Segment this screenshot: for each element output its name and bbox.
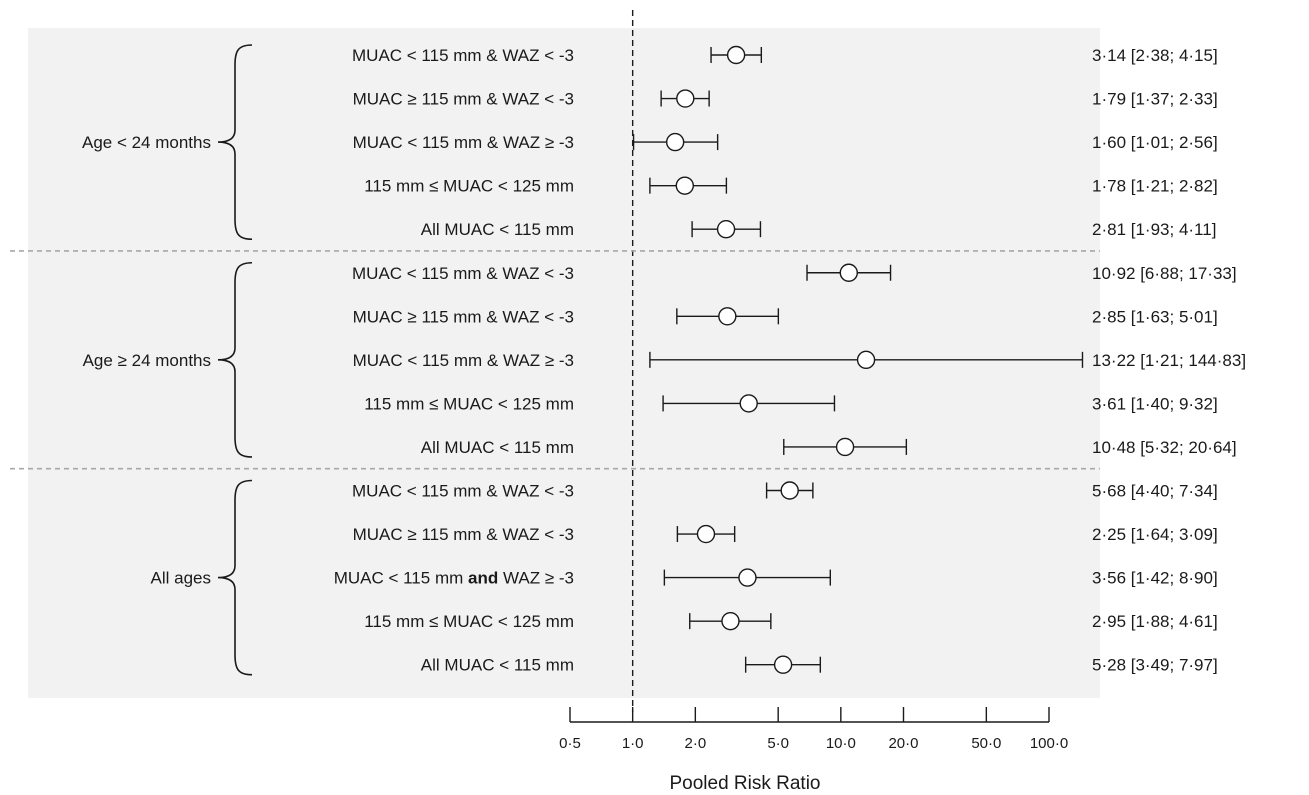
point-estimate bbox=[716, 219, 736, 239]
row-label: MUAC ≥ 115 mm & WAZ < -3 bbox=[353, 307, 574, 326]
estimate-text: 1·60 [1·01; 2·56] bbox=[1092, 133, 1218, 152]
estimate-text: 13·22 [1·21; 144·83] bbox=[1092, 351, 1246, 370]
estimate-text: 10·92 [6·88; 17·33] bbox=[1092, 264, 1237, 283]
x-axis: 0·5 1·0 2·0 5·0 10·0 20·0 50·0 100·0 bbox=[559, 707, 1068, 752]
point-estimate bbox=[665, 132, 685, 152]
x-tick-label: 10·0 bbox=[826, 735, 856, 752]
row-label: All MUAC < 115 mm bbox=[421, 438, 574, 457]
row-label: MUAC < 115 mm and WAZ ≥ -3 bbox=[334, 569, 574, 588]
x-tick-label: 20·0 bbox=[888, 735, 918, 752]
row-label: 115 mm ≤ MUAC < 125 mm bbox=[364, 612, 574, 631]
point-estimate bbox=[835, 437, 855, 457]
x-tick-label: 0·5 bbox=[559, 735, 581, 752]
row-label: MUAC < 115 mm & WAZ ≥ -3 bbox=[353, 133, 574, 152]
estimate-text: 2·25 [1·64; 3·09] bbox=[1092, 525, 1218, 544]
point-estimate bbox=[780, 481, 799, 500]
row-label: MUAC < 115 mm & WAZ < -3 bbox=[352, 482, 574, 501]
point-estimate bbox=[839, 263, 858, 282]
estimate-text: 2·81 [1·93; 4·11] bbox=[1092, 220, 1216, 239]
estimate-text: 10·48 [5·32; 20·64] bbox=[1092, 438, 1237, 457]
point-estimate bbox=[773, 655, 793, 674]
group-brace bbox=[217, 261, 253, 458]
row-label: MUAC < 115 mm & WAZ < -3 bbox=[352, 46, 574, 65]
point-estimate bbox=[696, 524, 716, 544]
point-estimate bbox=[726, 45, 746, 65]
x-tick-label: 50·0 bbox=[971, 735, 1001, 752]
point-estimate bbox=[739, 394, 758, 413]
estimate-texts: 3·14 [2·38; 4·15] 1·79 [1·37; 2·33] 1·60 [… bbox=[1092, 46, 1246, 675]
row-label: 115 mm ≤ MUAC < 125 mm bbox=[364, 177, 574, 196]
reference-and-separators bbox=[10, 10, 1100, 712]
row-label: MUAC ≥ 115 mm & WAZ < -3 bbox=[353, 90, 574, 109]
group-label: Age < 24 months bbox=[82, 133, 211, 152]
group-label: All ages bbox=[151, 569, 211, 588]
row-label-part: MUAC < 115 mm bbox=[334, 569, 468, 588]
group-brace bbox=[217, 479, 253, 676]
row-label: MUAC < 115 mm & WAZ ≥ -3 bbox=[353, 351, 574, 370]
estimate-text: 2·95 [1·88; 4·61] bbox=[1092, 612, 1218, 631]
x-tick-label: 1·0 bbox=[622, 735, 644, 752]
point-estimate bbox=[738, 568, 757, 587]
estimate-text: 1·78 [1·21; 2·82] bbox=[1092, 177, 1218, 196]
x-tick-label: 2·0 bbox=[684, 735, 706, 752]
group-brace bbox=[217, 44, 253, 240]
panel-background bbox=[28, 28, 1100, 698]
point-estimate bbox=[676, 89, 695, 108]
x-tick-label: 100·0 bbox=[1030, 735, 1068, 752]
point-estimate bbox=[718, 307, 737, 326]
estimate-text: 3·56 [1·42; 8·90] bbox=[1092, 569, 1218, 588]
estimate-marks bbox=[632, 45, 1084, 674]
estimate-text: 3·14 [2·38; 4·15] bbox=[1092, 46, 1218, 65]
row-label: 115 mm ≤ MUAC < 125 mm bbox=[364, 394, 574, 413]
point-estimate bbox=[675, 176, 694, 195]
row-label: All MUAC < 115 mm bbox=[421, 220, 574, 239]
row-label: MUAC < 115 mm & WAZ < -3 bbox=[352, 264, 574, 283]
row-label: MUAC ≥ 115 mm & WAZ < -3 bbox=[353, 525, 574, 544]
estimate-text: 3·61 [1·40; 9·32] bbox=[1092, 394, 1218, 413]
row-label-part: WAZ ≥ -3 bbox=[498, 569, 574, 588]
x-axis-title: Pooled Risk Ratio bbox=[669, 773, 820, 794]
estimate-text: 5·28 [3·49; 7·97] bbox=[1092, 656, 1218, 675]
estimate-text: 1·79 [1·37; 2·33] bbox=[1092, 90, 1218, 109]
group-braces bbox=[217, 44, 253, 676]
point-estimate bbox=[721, 611, 740, 631]
row-label: All MUAC < 115 mm bbox=[421, 656, 574, 675]
estimate-text: 2·85 [1·63; 5·01] bbox=[1092, 307, 1218, 326]
point-estimate bbox=[856, 350, 876, 370]
row-labels: MUAC < 115 mm & WAZ < -3 MUAC ≥ 115 mm & … bbox=[334, 46, 574, 675]
x-tick-label: 5·0 bbox=[767, 735, 789, 752]
group-labels: Age < 24 months Age ≥ 24 months All ages bbox=[82, 133, 211, 587]
estimate-text: 5·68 [4·40; 7·34] bbox=[1092, 482, 1218, 501]
row-label-part: and bbox=[468, 569, 498, 588]
group-label: Age ≥ 24 months bbox=[83, 351, 211, 370]
